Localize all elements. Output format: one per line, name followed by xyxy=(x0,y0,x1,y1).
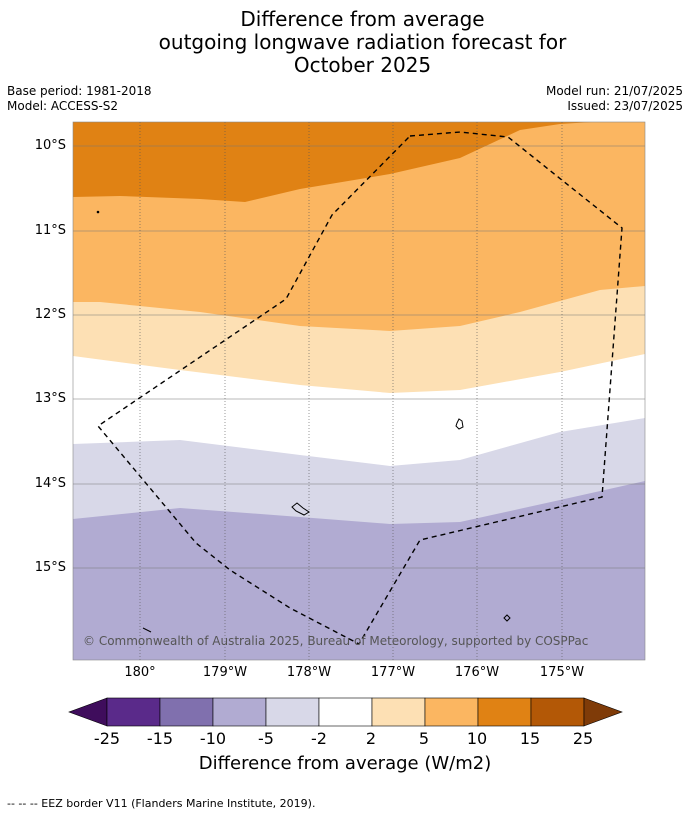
colorbar-bin xyxy=(318,697,373,727)
gridlines xyxy=(73,122,645,660)
map-frame xyxy=(72,121,646,661)
copyright-notice: © Commonwealth of Australia 2025, Bureau… xyxy=(83,634,589,648)
islands xyxy=(96,210,511,633)
lon-label-175w: 175°W xyxy=(539,665,585,680)
cb-tick-5: -2 xyxy=(311,729,327,748)
cb-tick-3: -10 xyxy=(199,729,227,748)
issued-date: Issued: 23/07/2025 xyxy=(567,99,683,113)
cb-tick-2: -15 xyxy=(146,729,174,748)
colorbar-bin xyxy=(371,697,426,727)
base-period: Base period: 1981-2018 xyxy=(7,84,152,98)
map-fill-bands xyxy=(73,122,645,660)
lat-label-13s: 13°S xyxy=(34,391,66,406)
lat-label-15s: 15°S xyxy=(34,560,66,575)
cb-tick-1: -25 xyxy=(93,729,121,748)
eez-footnote: -- -- -- EEZ border V11 (Flanders Marine… xyxy=(7,797,316,810)
lon-label-177w: 177°W xyxy=(370,665,416,680)
colorbar-extend-high xyxy=(583,697,623,727)
cb-tick-4: -5 xyxy=(258,729,274,748)
lat-label-11s: 11°S xyxy=(34,223,66,238)
band-10-15 xyxy=(73,122,592,202)
meta-right: Model run: 21/07/2025 Issued: 23/07/2025 xyxy=(546,84,683,114)
colorbar-bin xyxy=(424,697,479,727)
lon-label-178w: 178°W xyxy=(286,665,332,680)
title-line-1: Difference from average xyxy=(240,7,485,31)
lon-label-180: 180° xyxy=(124,665,156,680)
model-name: Model: ACCESS-S2 xyxy=(7,99,119,113)
title-line-3: October 2025 xyxy=(293,53,432,77)
colorbar-bin xyxy=(265,697,320,727)
lat-label-14s: 14°S xyxy=(34,476,66,491)
model-run: Model run: 21/07/2025 xyxy=(545,84,683,98)
island-4 xyxy=(142,627,152,633)
island-3 xyxy=(503,614,511,622)
island-1 xyxy=(455,418,464,430)
colorbar-bin xyxy=(106,697,161,727)
colorbar-bin xyxy=(477,697,532,727)
title-line-2: outgoing longwave radiation forecast for xyxy=(158,30,567,54)
cb-tick-10: 25 xyxy=(572,729,594,748)
island-5 xyxy=(96,210,100,214)
cb-tick-6: 2 xyxy=(365,729,377,748)
lat-label-12s: 12°S xyxy=(34,307,66,322)
colorbar-extend-low xyxy=(68,697,108,727)
meta-left: Base period: 1981-2018 Model: ACCESS-S2 xyxy=(7,84,152,114)
cb-tick-9: 15 xyxy=(519,729,541,748)
lon-label-179w: 179°W xyxy=(202,665,248,680)
chart-title: Difference from average outgoing longwav… xyxy=(0,8,690,77)
colorbar-bin xyxy=(212,697,267,727)
lon-label-176w: 176°W xyxy=(454,665,500,680)
colorbar-bin xyxy=(530,697,585,727)
lat-label-10s: 10°S xyxy=(34,138,66,153)
cb-tick-7: 5 xyxy=(418,729,430,748)
island-2 xyxy=(291,502,310,516)
colorbar xyxy=(68,697,623,727)
cb-tick-8: 10 xyxy=(466,729,488,748)
colorbar-label: Difference from average (W/m2) xyxy=(198,753,492,774)
colorbar-bin xyxy=(159,697,214,727)
